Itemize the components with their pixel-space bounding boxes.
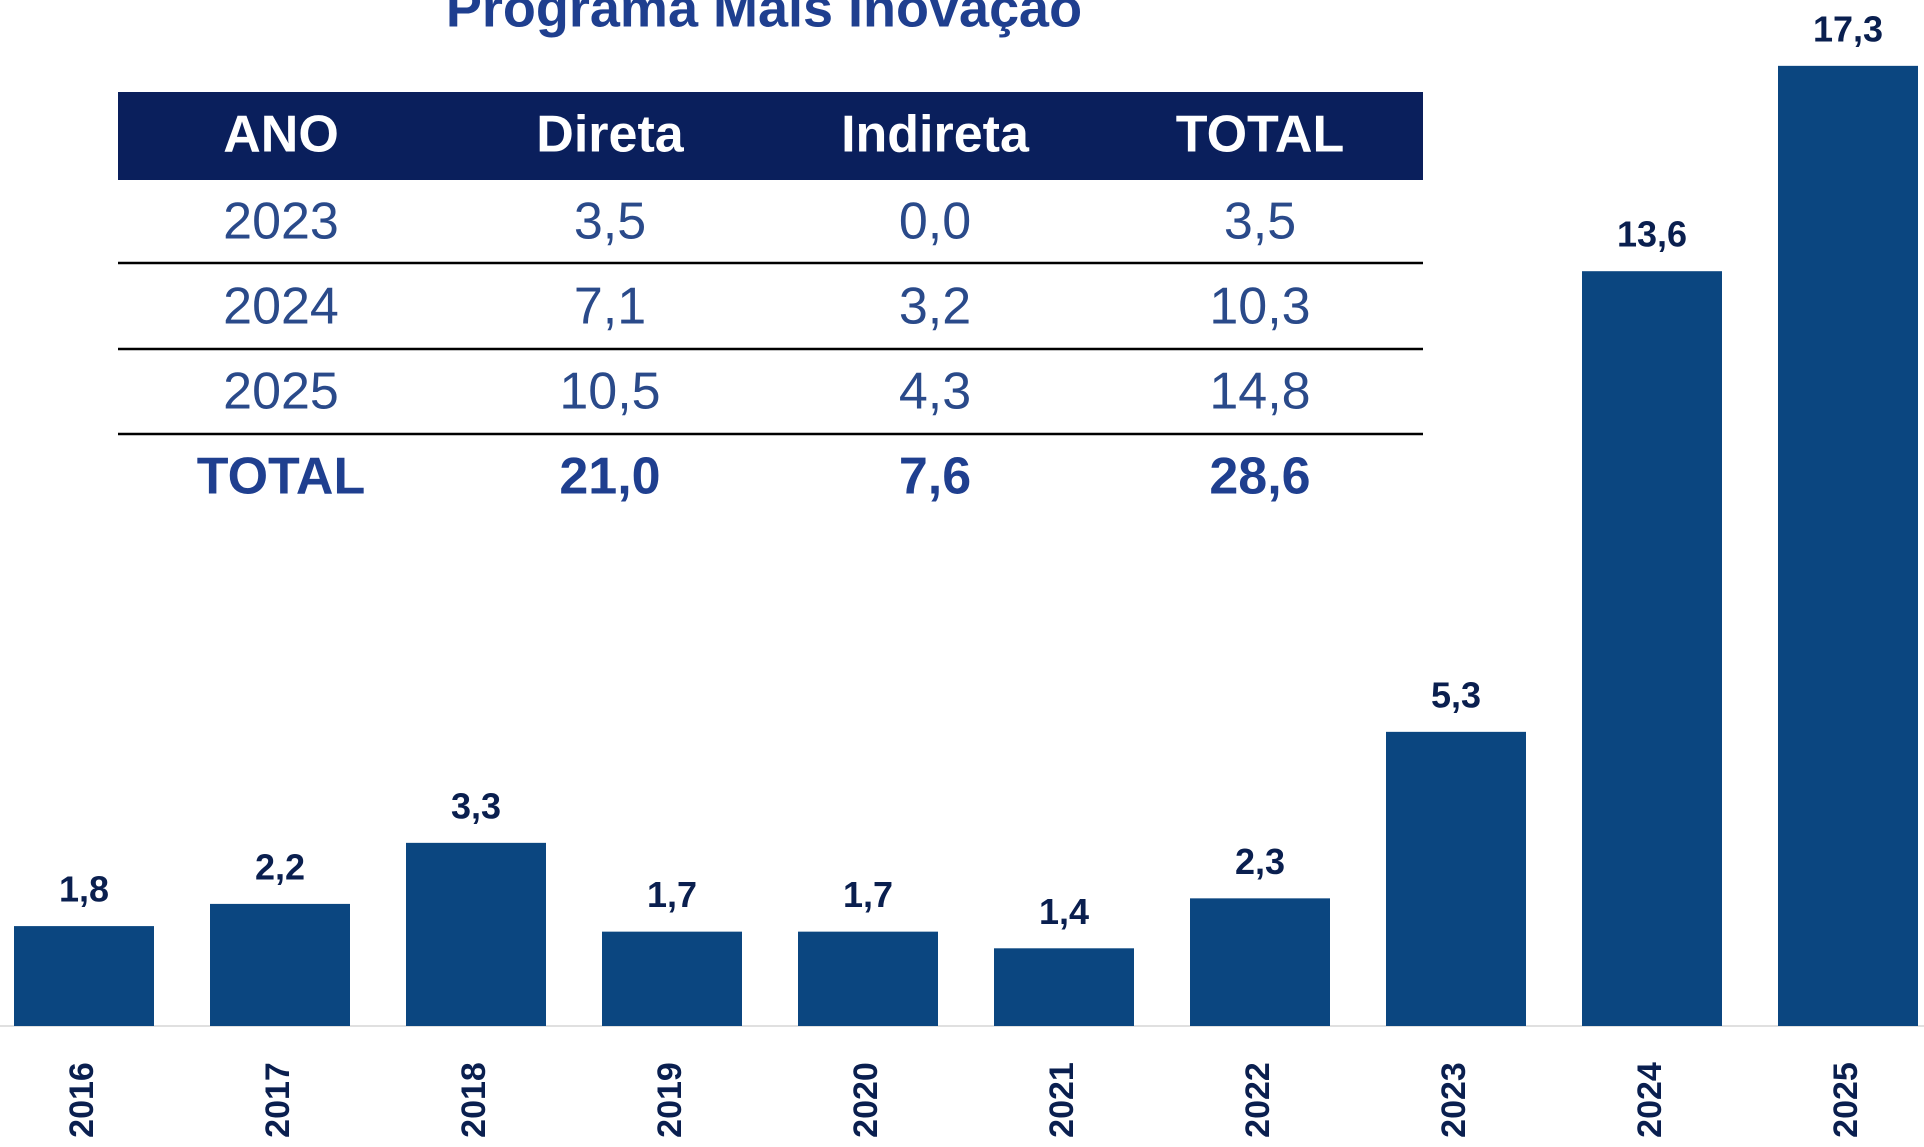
value-label: 1,4 bbox=[1039, 891, 1089, 932]
x-tick-label: 2023 bbox=[1435, 1062, 1473, 1138]
value-label: 17,3 bbox=[1813, 8, 1883, 49]
table-cell: 2025 bbox=[223, 363, 339, 421]
table-header-cell: Direta bbox=[536, 106, 684, 164]
table-cell: 2024 bbox=[223, 278, 339, 336]
bar bbox=[1190, 898, 1330, 1026]
table-cell: 3,5 bbox=[574, 193, 646, 251]
x-tick-label: 2017 bbox=[259, 1062, 297, 1138]
bar bbox=[1386, 731, 1526, 1026]
x-tick-label: 2022 bbox=[1239, 1062, 1277, 1138]
bar bbox=[602, 931, 742, 1026]
value-label: 13,6 bbox=[1617, 214, 1687, 255]
x-tick-label: 2021 bbox=[1043, 1062, 1081, 1138]
table-total-cell: TOTAL bbox=[197, 448, 366, 506]
bar bbox=[210, 903, 350, 1026]
x-tick-label: 2018 bbox=[455, 1062, 493, 1138]
table-cell: 3,5 bbox=[1224, 193, 1296, 251]
table-total-cell: 28,6 bbox=[1209, 448, 1310, 506]
table-header-cell: Indireta bbox=[841, 106, 1030, 164]
value-label: 1,7 bbox=[843, 874, 893, 915]
bar bbox=[1778, 65, 1918, 1027]
bar bbox=[14, 926, 154, 1026]
bar bbox=[406, 842, 546, 1026]
x-tick-label: 2019 bbox=[651, 1062, 689, 1138]
x-tick-label: 2016 bbox=[63, 1062, 101, 1138]
table-cell: 3,2 bbox=[899, 278, 971, 336]
x-tick-label: 2025 bbox=[1827, 1062, 1865, 1138]
value-label: 2,3 bbox=[1235, 841, 1285, 882]
table-cell: 4,3 bbox=[899, 363, 971, 421]
table-total-cell: 7,6 bbox=[899, 448, 971, 506]
table-cell: 0,0 bbox=[899, 193, 971, 251]
table-header-cell: TOTAL bbox=[1176, 106, 1345, 164]
bar bbox=[1582, 271, 1722, 1026]
table-total-cell: 21,0 bbox=[559, 448, 660, 506]
value-label: 3,3 bbox=[451, 785, 501, 826]
table-header-cell: ANO bbox=[223, 106, 339, 164]
value-label: 2,2 bbox=[255, 846, 305, 887]
table-cell: 7,1 bbox=[574, 278, 646, 336]
value-label: 1,8 bbox=[59, 869, 109, 910]
bar bbox=[798, 931, 938, 1026]
chart-title: Programa Mais Inovação bbox=[446, 0, 1082, 38]
table-header-bg bbox=[118, 92, 1423, 180]
table-cell: 14,8 bbox=[1209, 363, 1310, 421]
value-label: 1,7 bbox=[647, 874, 697, 915]
table-cell: 2023 bbox=[223, 193, 339, 251]
x-tick-label: 2024 bbox=[1631, 1062, 1669, 1138]
table-cell: 10,3 bbox=[1209, 278, 1310, 336]
x-tick-label: 2020 bbox=[847, 1062, 885, 1138]
value-label: 5,3 bbox=[1431, 674, 1481, 715]
table-cell: 10,5 bbox=[559, 363, 660, 421]
bar bbox=[994, 948, 1134, 1026]
